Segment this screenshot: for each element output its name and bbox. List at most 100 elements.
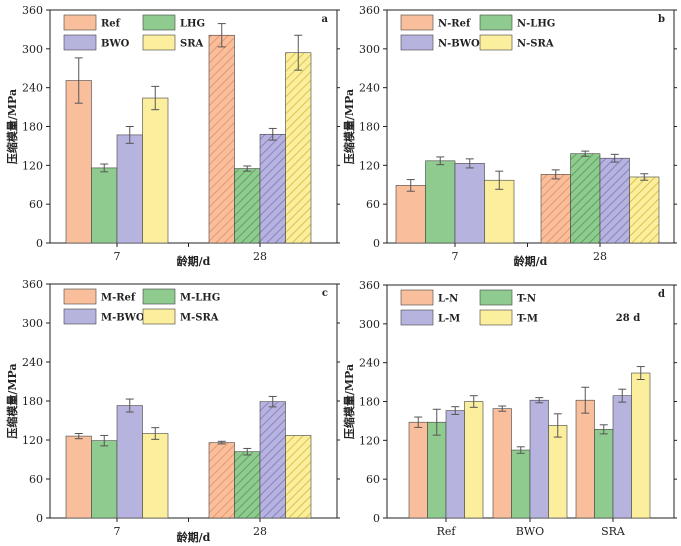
bar-n-lhg-7 bbox=[425, 160, 456, 244]
error-bar bbox=[599, 424, 608, 435]
legend-label: M-SRA bbox=[180, 313, 219, 324]
y-tick-label: 300 bbox=[359, 43, 380, 56]
legend: Ref LHG BWO SRA bbox=[63, 14, 205, 51]
y-tick-label: 300 bbox=[22, 317, 43, 330]
error-bar bbox=[553, 413, 562, 438]
bar-m-bwo-28 bbox=[259, 401, 286, 519]
legend-swatch bbox=[63, 288, 97, 305]
panel-d: 0 60 120 180 240 300 360 压缩模量/MPa Ref BWO SRA L-N T-… bbox=[342, 279, 677, 538]
x-tick-label: 28 bbox=[253, 525, 267, 538]
legend-label: T-N bbox=[517, 294, 536, 305]
error-bar bbox=[581, 150, 590, 157]
error-bar bbox=[432, 408, 441, 436]
error-bar bbox=[465, 158, 474, 169]
bar-n-sra-7 bbox=[484, 179, 515, 244]
legend-label: L-N bbox=[438, 294, 458, 305]
bar-ref-28 bbox=[208, 34, 235, 244]
bar-n-bwo-28 bbox=[599, 157, 630, 244]
error-bar bbox=[535, 397, 544, 404]
x-tick-label: Ref bbox=[437, 525, 457, 538]
legend-swatch bbox=[400, 289, 434, 306]
bar-t-n-bwo bbox=[511, 449, 531, 519]
y-tick-label: 60 bbox=[29, 198, 43, 211]
x-axis-label: 龄期/d bbox=[514, 254, 548, 268]
legend: L-N T-N L-M T-M bbox=[400, 289, 538, 326]
bar-m-lhg-7 bbox=[91, 440, 118, 519]
y-tick-label: 120 bbox=[22, 434, 43, 447]
legend-swatch bbox=[142, 308, 176, 325]
legend-label: N-Ref bbox=[438, 19, 471, 30]
bar-bwo-28 bbox=[259, 133, 286, 244]
bar-m-sra-7 bbox=[142, 433, 169, 519]
y-tick-label: 240 bbox=[22, 82, 43, 95]
y-tick-label: 120 bbox=[359, 159, 380, 172]
y-tick-label: 180 bbox=[359, 396, 380, 409]
bar-t-m-bwo bbox=[548, 425, 568, 519]
legend-label: M-LHG bbox=[180, 293, 220, 304]
legend-swatch bbox=[400, 309, 434, 326]
y-tick-label: 300 bbox=[22, 43, 43, 56]
error-bar bbox=[414, 416, 423, 428]
y-axis-label: 压缩模量/MPa bbox=[342, 364, 356, 439]
bar-t-m-sra bbox=[631, 372, 651, 519]
x-axis-label: 龄期/d bbox=[177, 254, 211, 268]
y-tick-label: 0 bbox=[36, 237, 43, 250]
error-bar bbox=[551, 169, 560, 180]
legend-label: L-M bbox=[438, 314, 460, 325]
error-bar bbox=[268, 127, 277, 141]
y-tick-label: 360 bbox=[359, 4, 380, 17]
y-tick-label: 180 bbox=[22, 395, 43, 408]
error-bar bbox=[243, 447, 252, 456]
bar-l-m-sra bbox=[612, 395, 632, 519]
bar-m-bwo-7 bbox=[116, 405, 143, 519]
bar-lhg-28 bbox=[234, 168, 261, 244]
legend-label: N-BWO bbox=[438, 39, 480, 50]
legend: N-Ref N-LHG N-BWO N-SRA bbox=[400, 14, 555, 51]
x-tick-label: BWO bbox=[516, 525, 544, 538]
y-axis-label: 压缩模量/MPa bbox=[5, 363, 19, 438]
x-tick-label: 7 bbox=[452, 250, 459, 263]
error-bar bbox=[74, 57, 83, 104]
x-tick-label: 7 bbox=[114, 525, 121, 538]
y-tick-label: 0 bbox=[36, 512, 43, 525]
legend-swatch bbox=[142, 288, 176, 305]
error-bar bbox=[451, 406, 460, 415]
y-tick-label: 360 bbox=[22, 4, 43, 17]
error-bar bbox=[243, 165, 252, 172]
bar-n-bwo-7 bbox=[454, 163, 485, 244]
error-bar bbox=[100, 163, 109, 173]
legend-label: M-Ref bbox=[101, 293, 136, 304]
y-tick-label: 300 bbox=[359, 318, 380, 331]
error-bar bbox=[640, 173, 649, 181]
legend-swatch bbox=[142, 14, 176, 31]
bar-lhg-7 bbox=[91, 167, 118, 244]
bar-t-n-sra bbox=[594, 429, 614, 519]
error-bar bbox=[125, 398, 134, 413]
legend-label: T-M bbox=[517, 314, 538, 325]
bar-n-sra-28 bbox=[629, 176, 660, 244]
y-tick-label: 0 bbox=[373, 512, 380, 525]
error-bar bbox=[618, 388, 627, 403]
panel-letter: b bbox=[658, 14, 665, 25]
legend-label: N-SRA bbox=[517, 39, 554, 50]
y-tick-label: 240 bbox=[359, 82, 380, 95]
error-bar bbox=[581, 386, 590, 414]
bar-l-n-ref bbox=[408, 421, 428, 519]
y-tick-label: 360 bbox=[22, 278, 43, 291]
bar-l-m-ref bbox=[445, 410, 465, 519]
y-tick-label: 180 bbox=[359, 121, 380, 134]
legend-swatch bbox=[400, 34, 434, 51]
y-axis-label: 压缩模量/MPa bbox=[5, 89, 19, 164]
error-bar bbox=[217, 23, 226, 48]
legend-swatch bbox=[142, 34, 176, 51]
x-axis-label: 龄期/d bbox=[177, 530, 211, 544]
x-tick-label: 28 bbox=[253, 250, 267, 263]
panel-letter: d bbox=[658, 289, 665, 300]
x-tick-label: 7 bbox=[114, 250, 121, 263]
panel-letter: a bbox=[322, 14, 329, 25]
error-bar bbox=[516, 446, 525, 454]
error-bar bbox=[74, 433, 83, 440]
panel-letter: c bbox=[322, 288, 328, 299]
legend-swatch bbox=[63, 308, 97, 325]
